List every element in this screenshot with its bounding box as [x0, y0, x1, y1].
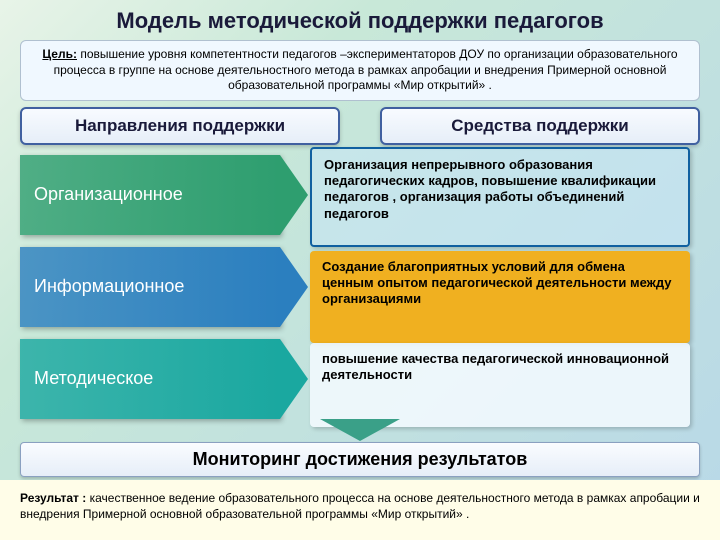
main-area: Организационное Информационное Методичес… — [20, 151, 700, 429]
arrow-organizational: Организационное — [20, 151, 280, 239]
content-methodical: повышение качества педагогической иннова… — [310, 343, 690, 427]
arrow-label-2: Методическое — [34, 368, 153, 389]
down-arrow-icon — [320, 419, 400, 441]
arrow-informational: Информационное — [20, 243, 280, 331]
main-title: Модель методической поддержки педагогов — [0, 0, 720, 38]
columns-header: Направления поддержки Средства поддержки — [20, 107, 700, 145]
content-organizational: Организация непрерывного образования пед… — [310, 147, 690, 247]
result-box: Результат : качественное ведение образов… — [0, 480, 720, 540]
goal-text: повышение уровня компетентности педагого… — [54, 47, 678, 92]
result-text: качественное ведение образовательного пр… — [20, 491, 700, 521]
monitoring-bar: Мониторинг достижения результатов — [20, 442, 700, 477]
goal-box: Цель: повышение уровня компетентности пе… — [20, 40, 700, 101]
arrow-methodical: Методическое — [20, 335, 280, 423]
arrow-label-0: Организационное — [34, 184, 183, 205]
content-informational: Создание благоприятных условий для обмен… — [310, 251, 690, 343]
result-label: Результат : — [20, 491, 86, 505]
header-directions: Направления поддержки — [20, 107, 340, 145]
header-means: Средства поддержки — [380, 107, 700, 145]
arrow-label-1: Информационное — [34, 276, 184, 297]
goal-label: Цель: — [42, 47, 77, 61]
